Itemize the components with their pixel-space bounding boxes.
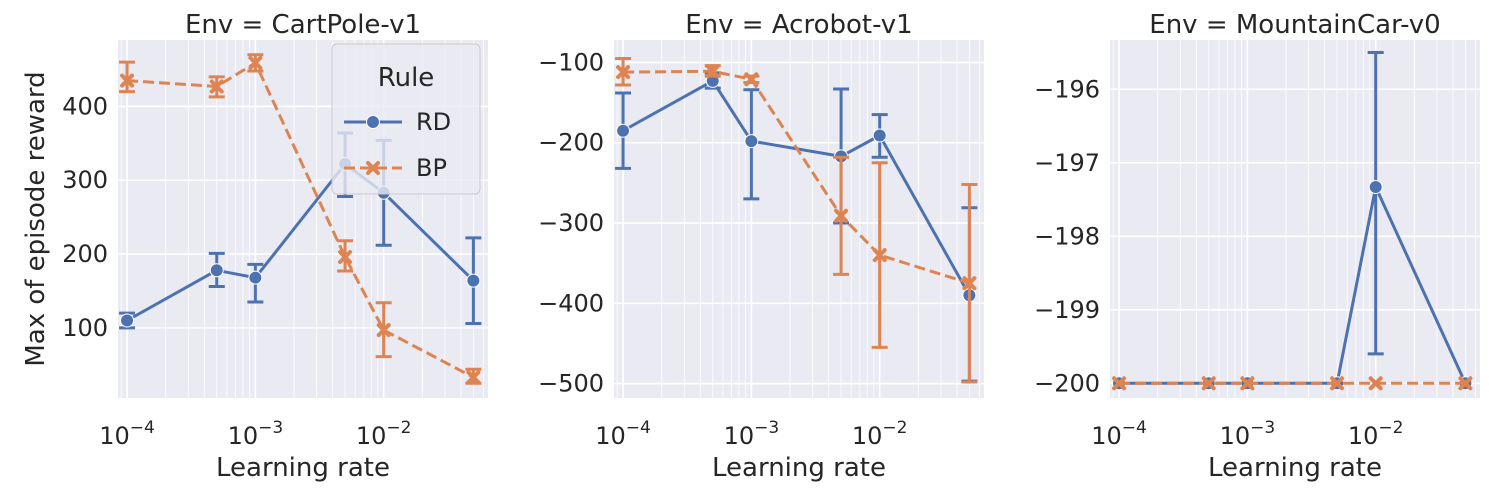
plot-area xyxy=(1110,40,1480,398)
x-tick-label: 10−2 xyxy=(852,418,908,450)
y-tick-label: 200 xyxy=(62,240,108,268)
series-bp xyxy=(119,53,482,385)
x-tick-label: 10−3 xyxy=(1220,418,1276,450)
series-line xyxy=(126,162,475,322)
data-point xyxy=(209,263,224,278)
data-point xyxy=(209,79,224,94)
grid xyxy=(118,40,488,398)
data-point xyxy=(1330,376,1345,391)
x-tick-label: 10−4 xyxy=(99,418,155,450)
panel-3: 10−4 10−3 10−2 −196 −197 −198 −199 −200 Env = Mo… xyxy=(1034,10,1480,483)
panel-2: 10−4 10−3 10−2 −100 −200 −300 −400 −500 Env = Ac… xyxy=(538,10,984,483)
x-axis-label: Learning rate xyxy=(1208,453,1382,483)
data-point xyxy=(616,65,631,80)
data-point xyxy=(120,73,135,88)
data-point xyxy=(834,208,849,223)
legend-box xyxy=(331,43,481,195)
y-tick-label: −197 xyxy=(1034,149,1100,177)
y-tick-label: −199 xyxy=(1034,296,1100,324)
series-line xyxy=(127,61,475,379)
y-tick-label: −198 xyxy=(1034,222,1100,250)
grid xyxy=(1110,40,1480,398)
data-point xyxy=(1112,376,1127,391)
y-tick-label: −300 xyxy=(538,209,604,237)
series-line xyxy=(623,69,970,285)
y-tick-label: −400 xyxy=(538,289,604,317)
data-point xyxy=(248,270,263,285)
y-tick-label: 300 xyxy=(62,166,108,194)
data-point xyxy=(248,55,263,70)
x-tick-label: 10−3 xyxy=(724,418,780,450)
data-point xyxy=(466,273,481,288)
plot-area xyxy=(614,40,984,398)
x-tick-label: 10−2 xyxy=(1348,418,1404,450)
data-point xyxy=(744,134,759,149)
data-point xyxy=(872,128,887,143)
y-tick-label: 100 xyxy=(62,314,108,342)
y-tick-label: −500 xyxy=(538,370,604,398)
legend: Rule RD BP xyxy=(331,43,481,195)
data-point xyxy=(705,64,720,79)
data-point xyxy=(1368,376,1383,391)
panel-title: Env = Acrobot-v1 xyxy=(685,10,912,40)
data-point xyxy=(1368,180,1383,195)
y-axis-label: Max of episode reward xyxy=(21,71,51,366)
x-tick-label: 10−4 xyxy=(1091,418,1147,450)
x-tick-label: 10−2 xyxy=(356,418,412,450)
y-tick-label: 400 xyxy=(62,92,108,120)
legend-marker xyxy=(366,115,380,129)
y-tick-label: −100 xyxy=(538,48,604,76)
x-axis-label: Learning rate xyxy=(712,453,886,483)
panel-title: Env = MountainCar-v0 xyxy=(1149,10,1440,40)
data-point xyxy=(338,250,353,265)
legend-label: BP xyxy=(416,154,447,182)
x-axis-label: Learning rate xyxy=(216,453,390,483)
x-tick-label: 10−3 xyxy=(228,418,284,450)
legend-marker xyxy=(366,161,380,175)
panel-title: Env = CartPole-v1 xyxy=(185,10,421,40)
x-tick-label: 10−4 xyxy=(595,418,651,450)
y-tick-label: −200 xyxy=(1034,369,1100,397)
series-bp xyxy=(1112,376,1473,391)
legend-label: RD xyxy=(416,108,451,136)
panel-1: 10−4 10−3 10−2 100 200 300 400 Env = CartPole-v… xyxy=(21,10,488,483)
data-point xyxy=(872,248,887,263)
series-bp xyxy=(615,56,978,384)
data-point xyxy=(1201,376,1216,391)
y-tick-label: −200 xyxy=(538,129,604,157)
data-point xyxy=(1240,376,1255,391)
data-point xyxy=(120,313,135,328)
data-point xyxy=(962,276,977,291)
data-point xyxy=(1458,376,1473,391)
y-tick-label: −196 xyxy=(1034,75,1100,103)
data-point xyxy=(616,123,631,138)
data-point xyxy=(466,370,481,385)
legend-title: Rule xyxy=(378,63,435,93)
data-point xyxy=(376,323,391,338)
data-point xyxy=(744,72,759,87)
